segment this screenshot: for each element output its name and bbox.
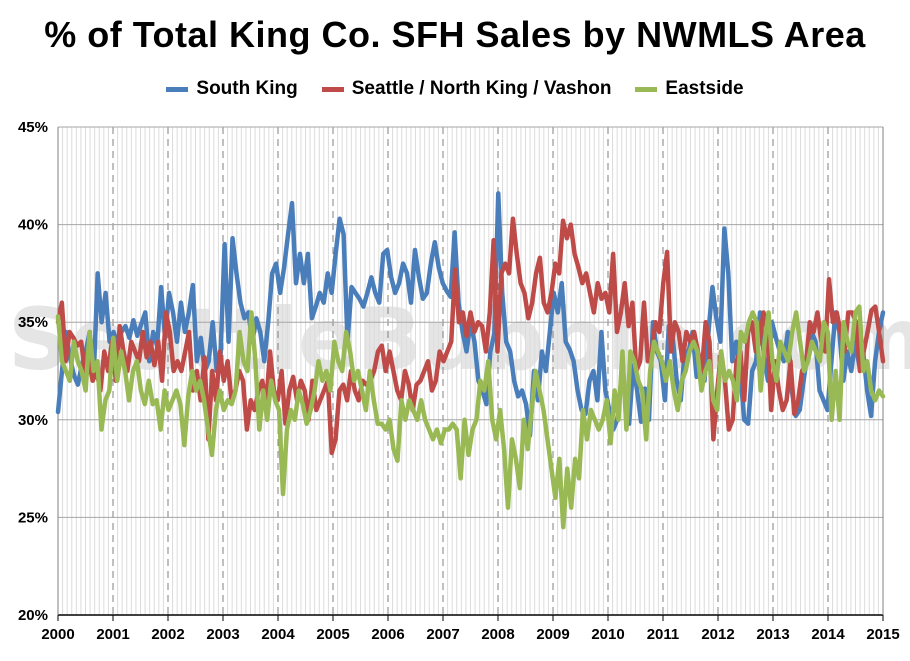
y-tick-label: 30% bbox=[18, 412, 48, 429]
x-tick-label: 2008 bbox=[481, 626, 514, 643]
x-tick-label: 2015 bbox=[866, 626, 899, 643]
x-tick-label: 2001 bbox=[96, 626, 129, 643]
x-tick-label: 2009 bbox=[536, 626, 569, 643]
legend-item-south-king: South King bbox=[166, 78, 298, 100]
legend-item-eastside: Eastside bbox=[635, 78, 744, 100]
x-tick-label: 2013 bbox=[756, 626, 789, 643]
x-tick-label: 2000 bbox=[41, 626, 74, 643]
legend-swatch-eastside bbox=[635, 86, 658, 92]
x-tick-label: 2004 bbox=[261, 626, 295, 643]
x-tick-label: 2002 bbox=[151, 626, 184, 643]
y-tick-label: 40% bbox=[18, 217, 48, 234]
legend-item-seattle: Seattle / North King / Vashon bbox=[321, 78, 612, 100]
y-tick-label: 25% bbox=[18, 509, 48, 526]
x-tick-label: 2005 bbox=[316, 626, 349, 643]
x-tick-label: 2010 bbox=[591, 626, 624, 643]
x-tick-label: 2006 bbox=[371, 626, 404, 643]
x-tick-label: 2011 bbox=[647, 626, 680, 643]
x-tick-label: 2014 bbox=[811, 626, 845, 643]
legend-label-south-king: South King bbox=[196, 78, 298, 99]
y-tick-label: 20% bbox=[18, 607, 48, 624]
series-line-eastside bbox=[55, 304, 886, 530]
chart-title: % of Total King Co. SFH Sales by NWMLS A… bbox=[44, 14, 866, 55]
x-tick-label: 2007 bbox=[426, 626, 459, 643]
x-tick-label: 2003 bbox=[206, 626, 239, 643]
legend-label-eastside: Eastside bbox=[665, 78, 744, 99]
y-tick-label: 45% bbox=[18, 119, 48, 136]
legend-swatch-south-king bbox=[166, 86, 189, 92]
y-tick-label: 35% bbox=[18, 314, 48, 331]
legend-swatch-seattle bbox=[321, 86, 344, 92]
legend: South King Seattle / North King / Vashon… bbox=[0, 78, 910, 100]
x-tick-label: 2012 bbox=[701, 626, 734, 643]
legend-label-seattle: Seattle / North King / Vashon bbox=[351, 78, 612, 99]
